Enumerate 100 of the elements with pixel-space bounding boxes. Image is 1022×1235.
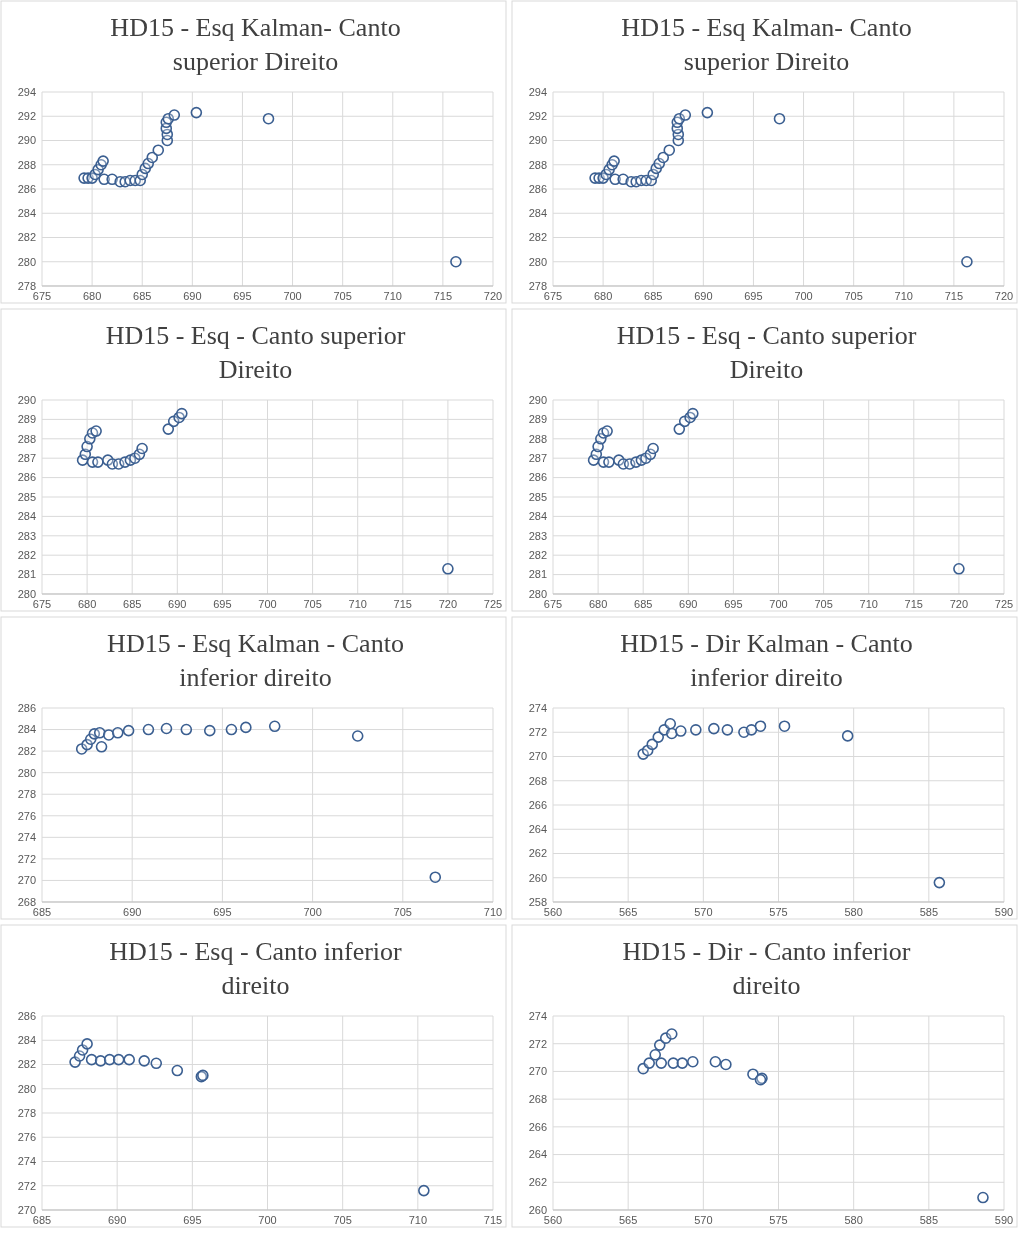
point bbox=[268, 720, 281, 733]
y-tick-label: 272 bbox=[17, 1179, 36, 1192]
y-tick-label: 280 bbox=[17, 766, 36, 779]
x-tick-label: 710 bbox=[408, 1214, 428, 1226]
point bbox=[690, 724, 702, 736]
x-tick-label: 695 bbox=[233, 290, 252, 302]
y-tick-label: 289 bbox=[17, 413, 36, 426]
y-tick-label: 292 bbox=[528, 110, 547, 123]
point bbox=[652, 731, 665, 743]
y-tick-label: 285 bbox=[17, 490, 36, 503]
point bbox=[351, 730, 364, 742]
point bbox=[171, 1064, 184, 1077]
point bbox=[112, 1053, 125, 1066]
y-tick-label: 278 bbox=[17, 788, 36, 801]
chart-title: HD15 - Dir Kalman - Canto inferior direito bbox=[620, 629, 913, 692]
x-tick-label: 705 bbox=[333, 1214, 352, 1226]
point bbox=[647, 442, 659, 455]
y-tick-label: 284 bbox=[528, 510, 547, 523]
point bbox=[754, 720, 767, 732]
x-tick-label: 720 bbox=[994, 290, 1014, 302]
point bbox=[162, 423, 175, 435]
point bbox=[136, 442, 148, 455]
point bbox=[168, 109, 181, 121]
y-tick-label: 276 bbox=[17, 1131, 36, 1144]
y-tick-label: 280 bbox=[17, 587, 36, 600]
point bbox=[601, 425, 613, 437]
point bbox=[961, 255, 973, 268]
y-tick-label: 286 bbox=[17, 701, 36, 714]
x-tick-label: 685 bbox=[123, 598, 142, 610]
x-tick-label: 700 bbox=[283, 290, 302, 302]
point bbox=[442, 562, 454, 575]
point bbox=[146, 151, 159, 164]
x-tick-label: 590 bbox=[994, 906, 1014, 918]
point bbox=[608, 155, 620, 167]
x-tick-label: 710 bbox=[859, 598, 878, 610]
point bbox=[150, 1057, 163, 1070]
y-tick-label: 262 bbox=[528, 1176, 547, 1189]
y-tick-label: 286 bbox=[528, 182, 547, 195]
point bbox=[90, 425, 102, 437]
x-tick-label: 680 bbox=[77, 598, 97, 610]
point bbox=[102, 729, 115, 741]
y-tick-label: 282 bbox=[17, 744, 36, 757]
x-tick-label: 570 bbox=[694, 1214, 713, 1226]
x-tick-label: 695 bbox=[724, 598, 743, 610]
point bbox=[142, 723, 155, 736]
x-tick-label: 695 bbox=[183, 1214, 202, 1226]
y-tick-label: 266 bbox=[528, 1120, 547, 1133]
x-tick-label: 690 bbox=[107, 1214, 127, 1226]
y-tick-label: 288 bbox=[528, 432, 547, 445]
y-tick-label: 283 bbox=[17, 529, 36, 542]
point bbox=[97, 155, 109, 167]
point bbox=[687, 407, 699, 420]
y-tick-label: 284 bbox=[17, 723, 36, 736]
x-tick-label: 720 bbox=[949, 598, 969, 610]
x-tick-label: 685 bbox=[644, 290, 663, 302]
x-tick-label: 695 bbox=[213, 906, 232, 918]
point bbox=[123, 1053, 135, 1066]
point bbox=[679, 109, 692, 121]
x-tick-label: 585 bbox=[919, 1214, 939, 1226]
point bbox=[655, 1057, 668, 1069]
y-tick-label: 272 bbox=[17, 852, 36, 865]
x-tick-label: 560 bbox=[543, 1214, 563, 1226]
point bbox=[138, 1055, 151, 1067]
y-tick-label: 288 bbox=[17, 158, 36, 171]
point bbox=[933, 876, 946, 889]
x-tick-label: 720 bbox=[438, 598, 458, 610]
y-tick-label: 280 bbox=[528, 255, 547, 268]
point bbox=[841, 730, 854, 742]
y-tick-label: 270 bbox=[17, 1203, 36, 1216]
x-tick-label: 565 bbox=[618, 906, 638, 918]
y-tick-label: 266 bbox=[528, 798, 547, 811]
y-tick-label: 284 bbox=[17, 1034, 36, 1047]
y-tick-label: 290 bbox=[17, 134, 36, 147]
x-tick-label: 715 bbox=[483, 1214, 503, 1226]
x-tick-label: 690 bbox=[183, 290, 202, 302]
point bbox=[708, 722, 720, 735]
y-tick-label: 294 bbox=[528, 85, 547, 98]
x-tick-label: 685 bbox=[32, 906, 52, 918]
point bbox=[190, 106, 203, 119]
point bbox=[664, 717, 677, 730]
x-tick-label: 695 bbox=[213, 598, 232, 610]
x-tick-label: 710 bbox=[348, 598, 367, 610]
point bbox=[721, 724, 734, 736]
x-tick-label: 675 bbox=[32, 598, 52, 610]
y-tick-label: 274 bbox=[528, 701, 547, 714]
point bbox=[450, 255, 462, 268]
x-tick-label: 715 bbox=[393, 598, 412, 610]
point bbox=[122, 724, 135, 737]
y-tick-label: 278 bbox=[528, 279, 547, 292]
x-tick-label: 575 bbox=[769, 906, 788, 918]
x-tick-label: 705 bbox=[814, 598, 833, 610]
x-tick-label: 560 bbox=[543, 906, 563, 918]
y-tick-label: 285 bbox=[528, 490, 547, 503]
point bbox=[92, 456, 104, 468]
x-tick-label: 585 bbox=[919, 906, 939, 918]
y-tick-label: 288 bbox=[528, 158, 547, 171]
point bbox=[81, 1038, 93, 1050]
y-tick-label: 284 bbox=[17, 510, 36, 523]
x-tick-label: 705 bbox=[303, 598, 322, 610]
x-tick-label: 675 bbox=[543, 598, 563, 610]
